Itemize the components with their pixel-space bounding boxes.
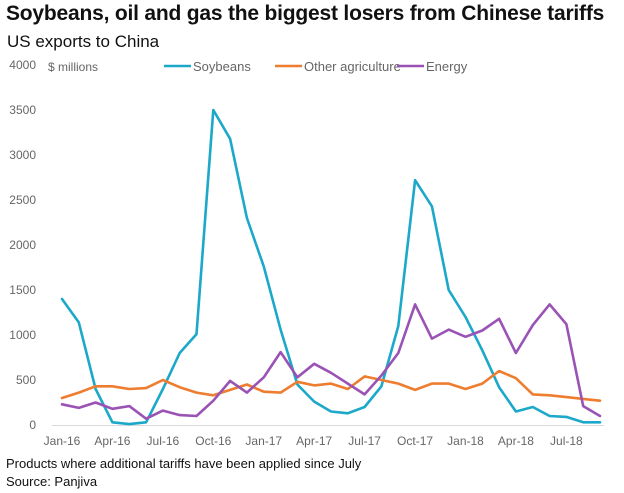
y-tick-label: 3500 [9,103,36,117]
x-tick-label: Oct-17 [397,434,433,448]
chart-subtitle: US exports to China [7,32,160,51]
x-axis: Jan-16 Apr-16 Jul-16 Oct-16 Jan-17 Apr-17 Jul-… [44,434,583,448]
y-axis-unit-label: $ millions [48,60,98,74]
legend: Soybeans Other agriculture Energy [164,59,468,74]
y-tick-label: 1500 [9,283,36,297]
x-tick-label: Jan-18 [447,434,484,448]
series-line-energy [60,303,602,421]
legend-label-energy: Energy [426,59,468,74]
x-tick-label: Jan-17 [245,434,282,448]
y-tick-label: 3000 [9,148,36,162]
legend-label-other-agriculture: Other agriculture [304,59,401,74]
x-tick-label: Jan-16 [44,434,81,448]
legend-label-soybeans: Soybeans [193,59,251,74]
x-tick-label: Apr-18 [498,434,534,448]
x-tick-label: Jul-16 [147,434,180,448]
source-note: Source: Panjiva [6,474,98,489]
y-tick-label: 1000 [9,328,36,342]
series-line-soybeans [60,108,602,426]
x-tick-label: Oct-16 [195,434,231,448]
series-lines [60,108,602,426]
y-tick-label: 500 [16,373,36,387]
x-tick-label: Jul-17 [348,434,381,448]
chart-title: Soybeans, oil and gas the biggest losers… [6,2,605,25]
y-tick-label: 0 [29,418,36,432]
series-line-other-agriculture [60,369,602,403]
x-tick-label: Apr-17 [296,434,332,448]
x-tick-label: Jul-18 [550,434,583,448]
y-axis: 0 500 1000 1500 2000 2500 3000 3500 4000 [9,58,36,432]
y-tick-label: 2000 [9,238,36,252]
y-tick-label: 4000 [9,58,36,72]
x-tick-label: Apr-16 [94,434,130,448]
footnote: Products where additional tariffs have b… [6,456,362,471]
y-tick-label: 2500 [9,193,36,207]
